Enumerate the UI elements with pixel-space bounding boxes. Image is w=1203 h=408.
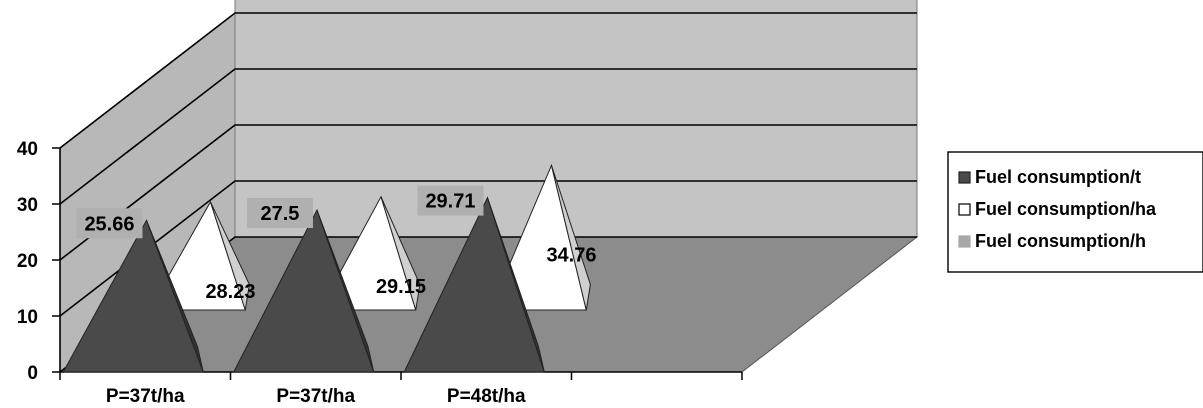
legend-swatch xyxy=(958,235,971,248)
chart-pyramids xyxy=(62,163,591,373)
y-tick-label: 30 xyxy=(17,195,38,216)
pyramid-t-side-face xyxy=(316,209,375,373)
data-label-box xyxy=(417,185,484,216)
data-label-ha: 29.15 xyxy=(376,276,426,298)
y-tick-label: 20 xyxy=(17,251,38,272)
y-tick-label: 0 xyxy=(27,363,38,384)
pyramid-ha-side-face xyxy=(380,196,421,311)
gridline xyxy=(59,12,917,149)
data-label-t: 29.71 xyxy=(425,191,475,213)
data-label-ha: 28.23 xyxy=(205,281,255,303)
legend-label: Fuel consumption/t xyxy=(975,167,1141,187)
legend-swatch xyxy=(958,203,971,216)
chart-data-labels: 25.66 28.23 27.5 29.15 29.71 34.76 xyxy=(76,185,597,303)
y-tick-label: 10 xyxy=(17,307,38,328)
data-label-t: 25.66 xyxy=(84,213,134,235)
pyramid-t-side-face xyxy=(487,197,545,373)
legend-label: Fuel consumption/ha xyxy=(975,199,1157,219)
gridline xyxy=(59,68,917,205)
chart-legend: Fuel consumption/t Fuel consumption/ha Fue… xyxy=(947,151,1203,273)
data-label-box xyxy=(246,198,313,228)
pyramid-ha-side-face xyxy=(550,165,591,311)
category-label: P=37t/ha xyxy=(276,386,355,407)
data-label-t: 27.5 xyxy=(261,203,300,225)
data-label-box xyxy=(76,208,143,239)
legend-box xyxy=(947,151,1203,273)
legend-label: Fuel consumption/h xyxy=(975,231,1146,251)
chart-axes: 0 10 20 30 40 P=37t/ha P=37t/ha P=48t/ha xyxy=(17,139,743,407)
back-wall xyxy=(234,0,918,238)
pyramid-t-side-face xyxy=(146,220,204,373)
data-label-ha: 34.76 xyxy=(546,244,596,266)
legend-swatch xyxy=(958,171,971,184)
category-label: P=37t/ha xyxy=(106,386,185,407)
category-label: P=48t/ha xyxy=(447,386,526,407)
y-tick-label: 40 xyxy=(17,139,38,160)
pyramid-ha-side-face xyxy=(210,201,250,311)
